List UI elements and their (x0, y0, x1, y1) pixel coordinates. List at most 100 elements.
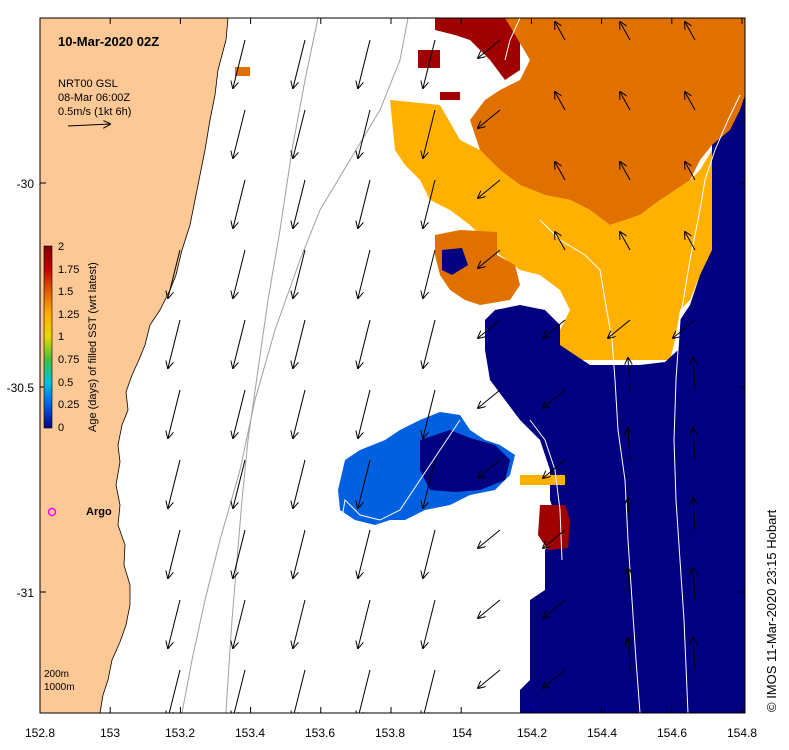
age-1.75-speck (235, 67, 250, 76)
current-vector-arrow (555, 22, 566, 41)
current-vector-arrow (358, 39, 371, 88)
current-vector-arrow (693, 498, 695, 531)
current-vector-arrow (358, 599, 371, 648)
land-coastline (40, 18, 229, 713)
imos-credit: © IMOS 11-Mar-2020 23:15 Hobart (764, 509, 779, 712)
argo-float: Argo (47, 506, 112, 518)
current-vector-arrow (628, 358, 630, 391)
x-axis-ticks (39, 18, 743, 713)
current-vector-arrow (168, 319, 181, 368)
current-vector-arrow (693, 638, 695, 671)
current-vector-arrow (478, 389, 501, 408)
current-vector-arrow (233, 459, 246, 508)
x-tick-label: 154.2 (517, 726, 547, 740)
x-tick-label: 153.4 (235, 726, 265, 740)
argo-label: Argo (86, 506, 112, 518)
current-vector-arrow (543, 599, 566, 618)
current-vector-arrow (620, 92, 631, 111)
current-vector-arrow (423, 389, 436, 438)
current-vector-arrow (543, 669, 566, 688)
age-1.5-small-patch (520, 475, 565, 485)
colorbar-tick: 1.75 (58, 264, 79, 276)
sst-contour (339, 419, 461, 531)
current-vector-arrow (423, 459, 436, 508)
current-vector-arrow (293, 319, 306, 368)
current-vector-arrow (233, 389, 246, 438)
velocity-legend-source: NRT00 GSL (58, 78, 118, 90)
current-vector-arrow (423, 39, 436, 88)
current-vector-arrow (358, 459, 371, 508)
x-tick-label: 153 (100, 726, 120, 740)
current-vector-arrow (423, 529, 436, 578)
current-vector-arrow (478, 459, 501, 478)
velocity-legend: NRT00 GSL 08-Mar 06:00Z 0.5m/s (1kt 6h) (58, 78, 131, 126)
y-tick-label: -30.5 (7, 381, 35, 395)
y-axis: -30 -30.5 -31 (7, 177, 35, 600)
current-vector-arrow (620, 162, 631, 181)
current-vector-arrow (543, 389, 566, 408)
current-vector-arrow (620, 22, 631, 41)
x-tick-label: 153.6 (305, 726, 335, 740)
current-vector-arrow (478, 529, 501, 548)
x-tick-label: 152.8 (25, 726, 55, 740)
current-vector-arrow (168, 529, 181, 578)
age-2-speck (418, 50, 440, 68)
current-vector-arrow (168, 599, 181, 648)
current-vector-arrow (423, 109, 436, 158)
current-vector-arrow (478, 669, 501, 688)
current-vector-arrow (478, 39, 501, 58)
current-vector-arrow (293, 389, 306, 438)
age-1.75-region (470, 18, 745, 225)
isobath-legend: 200m 1000m (44, 669, 75, 693)
current-vector-arrow (543, 459, 566, 478)
sst-contour (504, 18, 521, 61)
argo-float-marker (47, 507, 57, 517)
current-vector-arrow (358, 179, 371, 228)
current-vector-arrow (673, 319, 696, 338)
age-2-patch (435, 18, 520, 80)
current-vector-arrow (478, 249, 501, 268)
colorbar-tick: 0.75 (58, 354, 79, 366)
colorbar-gradient (43, 245, 53, 429)
current-vector-arrow (628, 428, 630, 461)
velocity-legend-date: 08-Mar 06:00Z (58, 92, 130, 104)
current-vector-arrow (478, 319, 501, 338)
current-vector-arrow (358, 319, 371, 368)
colorbar: 2 1.75 1.5 1.25 1 0.75 0.5 0.25 0 Age (d… (43, 241, 99, 434)
current-vector-arrow (293, 179, 306, 228)
plot-frame (39, 17, 746, 714)
current-vector-arrow (423, 319, 436, 368)
age-2-speck (440, 92, 460, 100)
current-vector-arrow (168, 389, 181, 438)
x-tick-label: 153.8 (375, 726, 405, 740)
current-vector-arrow (423, 599, 436, 648)
colorbar-tick: 1.25 (58, 309, 79, 321)
current-vector-arrow (233, 109, 246, 158)
current-vector-arrow (293, 249, 306, 298)
sst-contour (529, 419, 563, 561)
current-vector-arrow (685, 162, 696, 181)
map-title: 10-Mar-2020 02Z (58, 34, 159, 49)
x-axis: 152.8 153 153.2 153.4 153.6 153.8 154 15… (25, 726, 757, 740)
isobath-1000m (181, 18, 409, 713)
isobath-legend-200m: 200m (44, 669, 69, 680)
current-vector-arrow (693, 568, 695, 601)
current-vector-arrow (628, 638, 630, 671)
x-tick-label: 154.6 (657, 726, 687, 740)
current-vector-arrow (168, 669, 181, 713)
isobath-legend-1000m: 1000m (44, 682, 75, 693)
current-vector-arrow (555, 92, 566, 111)
x-tick-label: 154.4 (587, 726, 617, 740)
current-vector-arrow (543, 529, 566, 548)
current-vector-arrow (358, 529, 371, 578)
age-0-small-patch (442, 248, 468, 275)
current-vector-arrow (293, 39, 306, 88)
current-vector-arrow (168, 249, 181, 298)
x-tick-label: 154 (452, 726, 472, 740)
colorbar-tick: 0.25 (58, 399, 79, 411)
x-tick-label: 153.2 (165, 726, 195, 740)
current-vector-arrow (628, 498, 630, 531)
x-tick-label: 154.8 (727, 726, 757, 740)
current-vector-arrow (478, 179, 501, 198)
current-vector-arrow (233, 669, 246, 713)
